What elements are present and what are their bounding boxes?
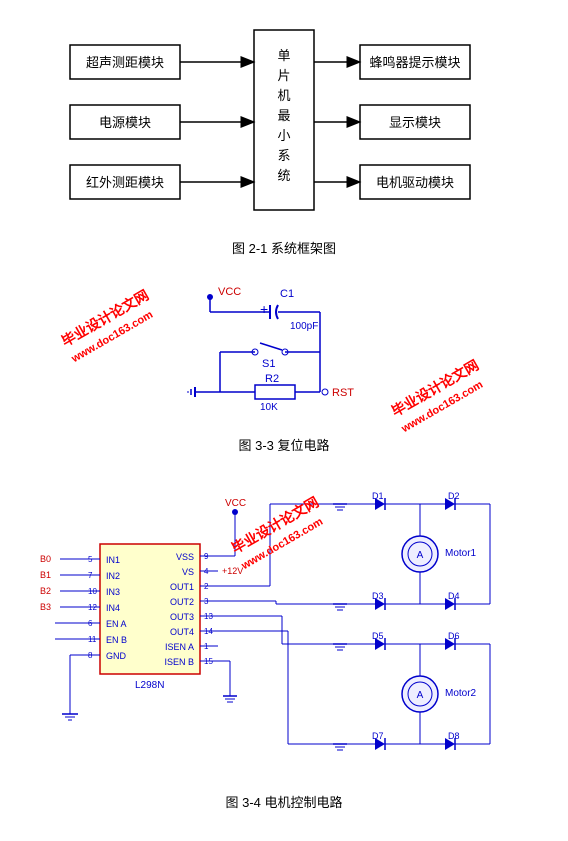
svg-text:B0: B0 <box>40 554 51 564</box>
svg-text:VSS: VSS <box>176 552 194 562</box>
svg-text:D4: D4 <box>448 591 460 601</box>
svg-text:VCC: VCC <box>218 286 241 298</box>
svg-text:OUT4: OUT4 <box>170 627 194 637</box>
svg-text:Motor1: Motor1 <box>445 548 477 559</box>
svg-text:Motor2: Motor2 <box>445 688 477 699</box>
svg-text:IN4: IN4 <box>106 603 120 613</box>
svg-text:蜂鸣器提示模块: 蜂鸣器提示模块 <box>369 55 460 70</box>
svg-text:片: 片 <box>277 68 290 83</box>
motor-circuit-svg: L298NIN15IN27IN310IN412EN A6EN B11GND8B0… <box>10 474 558 784</box>
svg-text:IN2: IN2 <box>106 571 120 581</box>
svg-text:A: A <box>417 550 424 561</box>
svg-text:VCC: VCC <box>225 498 246 509</box>
svg-text:超声测距模块: 超声测距模块 <box>86 55 164 70</box>
svg-text:A: A <box>417 690 424 701</box>
svg-text:B2: B2 <box>40 586 51 596</box>
block-diagram-section: 单片机最小系统 超声测距模块电源模块红外测距模块 蜂鸣器提示模块显示模块电机驱动模块… <box>10 10 558 257</box>
svg-text:VS: VS <box>182 567 194 577</box>
motor-circuit-caption: 图 3-4 电机控制电路 <box>10 792 558 811</box>
svg-text:B1: B1 <box>40 570 51 580</box>
svg-text:系: 系 <box>277 148 290 163</box>
svg-text:S1: S1 <box>262 358 275 370</box>
motor-circuit-section: L298NIN15IN27IN310IN412EN A6EN B11GND8B0… <box>10 474 558 811</box>
svg-text:IN1: IN1 <box>106 555 120 565</box>
svg-text:EN B: EN B <box>106 635 127 645</box>
svg-text:R2: R2 <box>265 373 279 385</box>
svg-text:D8: D8 <box>448 731 460 741</box>
svg-text:+12V: +12V <box>222 566 243 576</box>
svg-text:红外测距模块: 红外测距模块 <box>86 175 164 190</box>
svg-text:D1: D1 <box>372 491 384 501</box>
svg-text:D7: D7 <box>372 731 384 741</box>
svg-text:电机驱动模块: 电机驱动模块 <box>376 175 454 190</box>
block-diagram-caption: 图 2-1 系统框架图 <box>10 238 558 257</box>
svg-text:显示模块: 显示模块 <box>389 115 441 130</box>
svg-text:D6: D6 <box>448 631 460 641</box>
svg-text:D5: D5 <box>372 631 384 641</box>
svg-text:+: + <box>260 301 268 317</box>
svg-text:ISEN B: ISEN B <box>164 657 194 667</box>
svg-text:OUT3: OUT3 <box>170 612 194 622</box>
svg-text:L298N: L298N <box>135 680 164 691</box>
svg-text:100pF: 100pF <box>290 321 318 332</box>
svg-text:IN3: IN3 <box>106 587 120 597</box>
reset-circuit-caption: 图 3-3 复位电路 <box>10 435 558 454</box>
svg-text:C1: C1 <box>280 288 294 300</box>
svg-text:单: 单 <box>277 48 290 63</box>
svg-text:OUT2: OUT2 <box>170 597 194 607</box>
svg-text:B3: B3 <box>40 602 51 612</box>
svg-text:RST: RST <box>332 387 354 399</box>
reset-circuit-svg: VCC C1 +100pF S1 R2 10K RST <box>10 277 558 427</box>
svg-text:D3: D3 <box>372 591 384 601</box>
svg-text:D2: D2 <box>448 491 460 501</box>
svg-text:GND: GND <box>106 651 127 661</box>
svg-text:OUT1: OUT1 <box>170 582 194 592</box>
svg-text:10K: 10K <box>260 402 278 413</box>
reset-circuit-section: VCCC1+100pFS1R210KRST 毕业设计论文网 www.doc163… <box>10 277 558 454</box>
svg-text:最: 最 <box>277 108 290 123</box>
block-diagram-svg: 单片机最小系统 超声测距模块电源模块红外测距模块 蜂鸣器提示模块显示模块电机驱动模块 <box>10 10 558 230</box>
svg-text:电源模块: 电源模块 <box>99 115 151 130</box>
svg-text:统: 统 <box>277 168 290 183</box>
svg-text:小: 小 <box>277 128 290 143</box>
svg-text:EN A: EN A <box>106 619 127 629</box>
svg-text:机: 机 <box>277 88 290 103</box>
svg-text:ISEN A: ISEN A <box>165 642 194 652</box>
